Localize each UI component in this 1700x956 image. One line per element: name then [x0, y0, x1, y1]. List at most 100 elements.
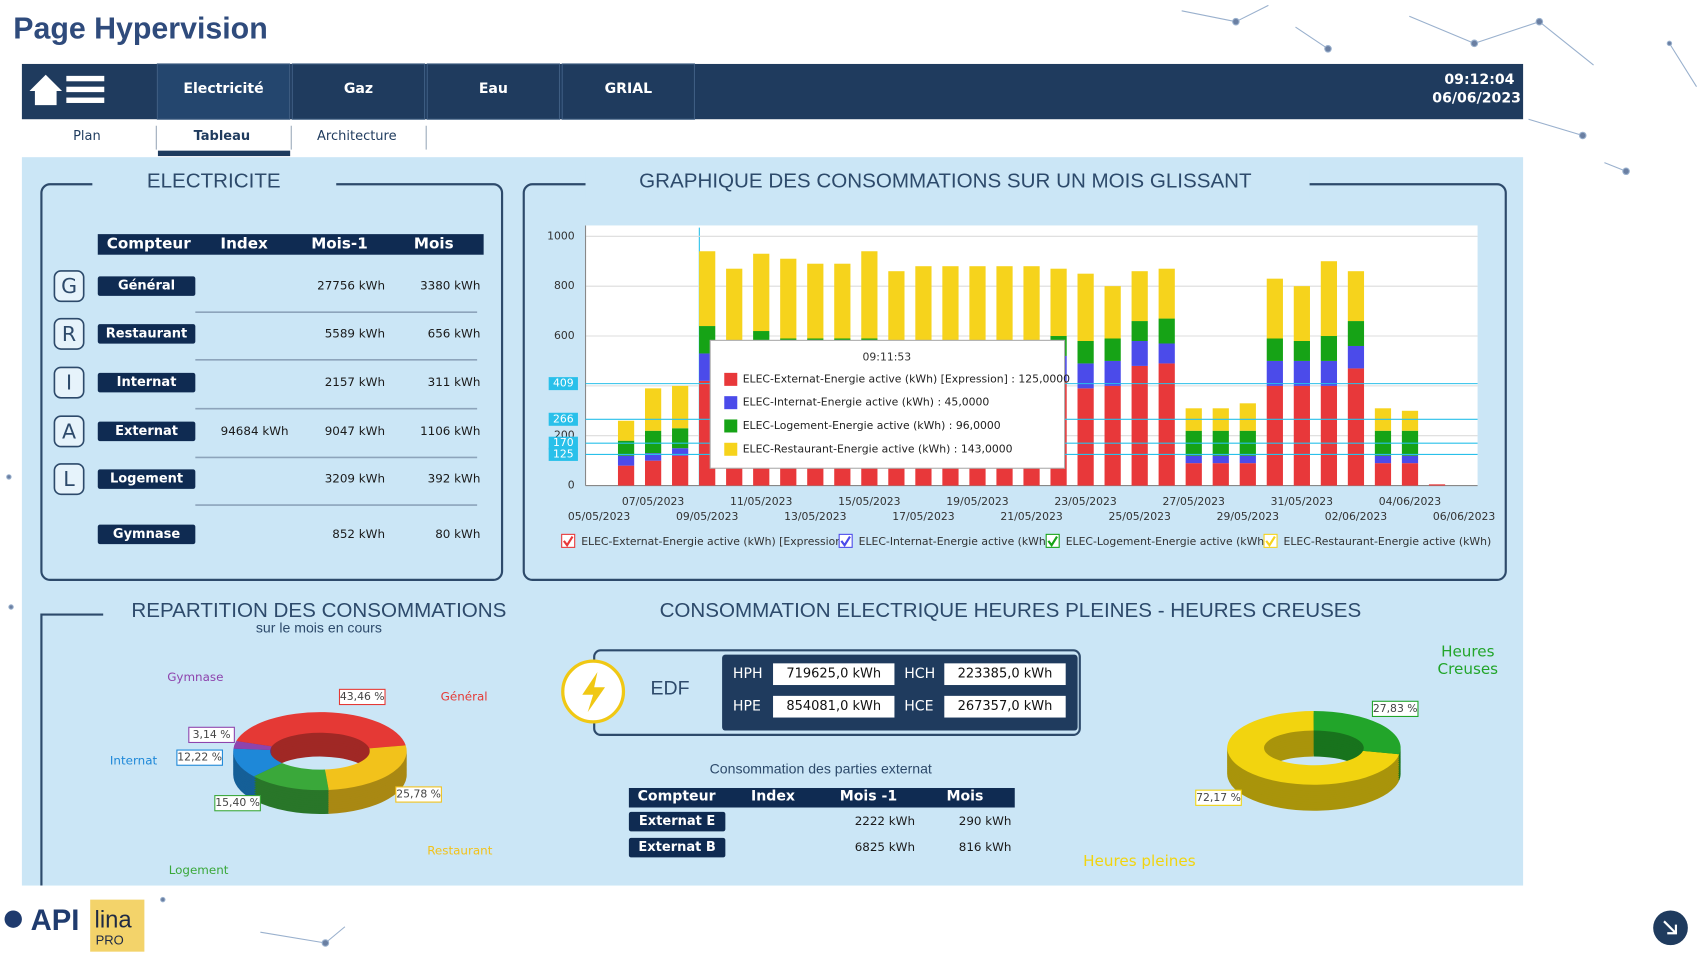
bar-segment	[1077, 363, 1094, 389]
bar-segment	[617, 420, 635, 441]
column-header: Mois	[414, 234, 454, 252]
meter-button[interactable]	[97, 524, 196, 545]
bar-segment	[1401, 463, 1419, 486]
meter-letter-box	[53, 415, 85, 448]
meter-value: 267357,0 kWh	[958, 699, 1053, 714]
x-tick-label: 09/05/2023	[676, 510, 739, 523]
meter-letter: A	[62, 419, 76, 443]
meter-button[interactable]	[628, 811, 726, 832]
bar-segment	[834, 263, 851, 339]
x-tick-label: 05/05/2023	[568, 510, 631, 523]
supplier-name: EDF	[651, 678, 690, 700]
meter-letter: L	[63, 467, 75, 491]
clock-time: 09:12:04	[1444, 72, 1514, 88]
meter-button[interactable]	[97, 324, 196, 344]
meter-month: 1106 kWh	[420, 424, 480, 438]
meter-prev-month: 2222 kWh	[855, 814, 915, 828]
bar-segment	[1320, 360, 1338, 386]
value-label-box	[1195, 789, 1242, 806]
meter-button[interactable]	[97, 469, 196, 489]
bar-segment	[1293, 385, 1310, 486]
product-edition: PRO	[96, 932, 124, 947]
nav-tab-label: Eau	[479, 81, 508, 97]
menu-icon[interactable]	[66, 75, 105, 82]
meter-button[interactable]	[97, 421, 196, 442]
nav-tab-label: Gaz	[344, 81, 373, 97]
product-badge	[90, 899, 145, 952]
meter-name: Restaurant	[106, 326, 187, 341]
slice-name: Gymnase	[167, 670, 223, 684]
bar-segment	[1131, 365, 1148, 486]
meter-button[interactable]	[97, 276, 196, 296]
x-tick-label: 25/05/2023	[1108, 510, 1171, 523]
bar-segment	[1077, 273, 1094, 341]
nav-tab[interactable]	[291, 63, 426, 120]
donut-slice	[1227, 711, 1400, 785]
x-tick-label: 07/05/2023	[622, 495, 685, 508]
slice-name: Général	[441, 689, 488, 703]
bar-segment	[861, 251, 878, 339]
bar-segment	[915, 266, 932, 341]
bar-segment	[1212, 463, 1229, 486]
column-header: Index	[220, 234, 268, 252]
subtab-active[interactable]	[157, 150, 291, 157]
meter-prev-month: 2157 kWh	[325, 375, 385, 389]
bar-segment	[1104, 385, 1121, 486]
bar-segment	[617, 455, 635, 466]
column-header: Compteur	[638, 789, 716, 805]
column-header: Mois-1	[311, 234, 368, 252]
value-label: 72,17 %	[1196, 791, 1241, 804]
slice-name: Logement	[169, 863, 229, 877]
meter-letter: G	[61, 274, 77, 298]
bar-segment	[1077, 340, 1094, 364]
value-label-box	[338, 688, 386, 706]
tooltip-line: ELEC-Logement-Energie active (kWh) : 96,…	[743, 419, 1001, 432]
x-tick-label: 23/05/2023	[1054, 495, 1117, 508]
meter-name: Général	[118, 279, 175, 294]
tooltip-line: ELEC-Internat-Energie active (kWh) : 45,…	[743, 396, 990, 409]
meter-prev-month: 9047 kWh	[325, 424, 385, 438]
meter-label: HPH	[733, 666, 763, 682]
marker-label: 170	[553, 436, 574, 449]
nav-tab[interactable]	[156, 63, 291, 120]
meter-name: Externat E	[639, 814, 715, 829]
home-menu-button[interactable]	[29, 74, 105, 106]
meter-button[interactable]	[628, 837, 726, 858]
value-label: 27,83 %	[1373, 702, 1418, 715]
bar-segment	[1347, 368, 1365, 486]
subtab-label: Architecture	[317, 129, 397, 144]
home-icon[interactable]	[29, 74, 63, 106]
value-label: 12,22 %	[177, 751, 222, 764]
nav-tab[interactable]	[561, 63, 696, 120]
donut-slice	[233, 748, 282, 777]
nav-tab[interactable]	[426, 63, 561, 120]
value-label-box	[1371, 700, 1419, 717]
nav-tab-label: GRIAL	[605, 81, 653, 97]
bar-segment	[1293, 340, 1310, 361]
bar-segment	[1158, 268, 1175, 319]
panel-title: GRAPHIQUE DES CONSOMMATIONS SUR UN MOIS …	[639, 170, 1252, 193]
tooltip-line: ELEC-Externat-Energie active (kWh) [Expr…	[743, 372, 1070, 385]
slice-name: Heures pleines	[1083, 852, 1196, 870]
meter-index: 94684 kWh	[221, 424, 289, 438]
bar-segment	[644, 430, 662, 454]
marker-box	[548, 436, 578, 450]
meter-button[interactable]	[97, 372, 196, 393]
bar-segment	[1374, 455, 1392, 464]
x-tick-label: 06/06/2023	[1433, 510, 1496, 523]
legend-check	[1265, 535, 1276, 548]
menu-icon	[66, 86, 105, 93]
tooltip	[709, 339, 1066, 469]
panel-title: REPARTITION DES CONSOMMATIONS	[131, 599, 506, 622]
y-tick-label: 1000	[547, 229, 575, 242]
logo-text: API	[31, 905, 80, 937]
bar-segment	[1185, 455, 1202, 464]
value-label: 3,14 %	[193, 728, 231, 741]
menu-icon	[66, 97, 105, 103]
meter-month: 311 kWh	[428, 375, 481, 389]
donut-slice	[233, 741, 272, 750]
bar-segment	[1239, 403, 1256, 431]
slice-name: Restaurant	[427, 843, 493, 857]
legend-check	[840, 535, 851, 548]
